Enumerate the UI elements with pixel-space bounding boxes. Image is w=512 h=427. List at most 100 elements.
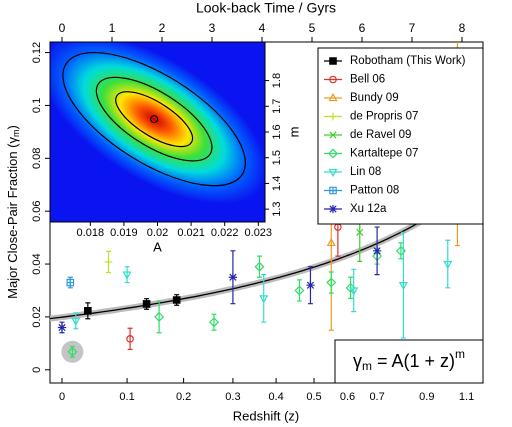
contour [95,76,213,162]
inset-y-tick-label: 1.8 [271,73,283,88]
legend-marker [329,57,337,65]
marker [126,335,134,343]
error-bar [124,266,130,284]
legend-label: Lin 08 [350,166,381,178]
legend-frame [317,47,484,225]
formula-symbol: γ [353,351,362,371]
x-tick-label: 0.7 [369,391,384,403]
inset-x-title: A [153,239,162,254]
marker [154,311,165,322]
x-tick-label: 0.6 [340,391,355,403]
formula-rhs: = A(1 + z) [372,351,455,371]
best-fit [150,115,159,124]
legend-label: de Ravel 09 [350,129,411,141]
marker [356,228,364,236]
y-axis-title-close: ) [5,125,20,129]
marker [326,237,336,247]
marker [259,295,269,304]
x-tick-label: 0.2 [176,391,191,403]
legend-label: Xu 12a [350,203,387,215]
legend-marker [329,75,337,84]
legend-marker [327,148,339,159]
marker [306,281,315,290]
formula-sup: m [455,347,465,361]
inset-y-tick-label: 1.7 [271,99,283,114]
y-axis-title: Major Close-Pair Fraction (γm) [5,125,21,299]
x2-tick-label: 8 [459,21,466,35]
error-bar [400,231,406,339]
marker [142,300,151,308]
contour [62,51,246,187]
y-tick-label: 0.02 [31,306,43,327]
inset-x-tick-label: 0.022 [211,227,239,239]
x-axis-title: Redshift (z) [233,408,299,423]
legend-marker [329,186,337,195]
x-tick-label: 0.9 [419,391,434,403]
y-tick-label: 0.12 [31,42,43,63]
x-tick-label: 0.5 [306,391,321,403]
inset-x-tick-label: 0.019 [110,227,138,239]
marker [334,223,342,231]
y-tick-label: 0.06 [31,200,43,221]
y-axis-title-text: Major Close-Pair Fraction (γ [5,137,20,299]
legend-marker [329,112,337,121]
error-bar [296,279,302,302]
marker [208,317,219,328]
y-tick-label: 0 [31,367,43,373]
marker [398,282,408,291]
marker [228,273,238,282]
error-bar [73,312,79,330]
error-bar [445,239,451,289]
y-tick-label: 0.04 [31,253,43,274]
marker [57,323,67,332]
y-axis-title-sub: m [11,130,21,138]
marker [67,346,78,357]
inset-x-tick-label: 0.023 [245,227,273,239]
inset-x-tick-label: 0.02 [147,227,168,239]
y-tick-label: 0.08 [31,148,43,169]
x-tick-label: 0.3 [225,391,240,403]
inset-y-tick-label: 1.3 [271,201,283,216]
marker [104,258,113,266]
inset-y-tick-label: 1.6 [271,124,283,139]
formula-frame [334,339,484,384]
formula: γm = A(1 + z)m [353,347,465,373]
marker [66,278,75,287]
x-tick-label: 0.4 [268,391,283,403]
heatmap [50,42,265,204]
inset-y-title: m [286,127,301,138]
error-bar [156,300,162,334]
formula-sub: m [362,359,372,373]
inset-y-tick-label: 1.4 [271,176,283,191]
error-bar [398,242,404,260]
inset-x-tick-label: 0.018 [77,227,105,239]
marker [254,261,265,272]
y-tick-label: 0.1 [31,98,43,113]
legend-marker [328,92,338,102]
legend-label: Bell 06 [350,74,385,86]
x-tick-label: 0 [59,391,65,403]
x2-tick-label: 6 [359,21,366,35]
legend-marker [328,168,338,178]
legend-label: Kartaltepe 07 [350,148,418,160]
legend-label: de Propris 07 [350,111,418,123]
legend-marker [329,131,337,139]
legend-marker [328,204,338,214]
x-tick-label: 0.1 [119,391,134,403]
x2-tick-label: 1 [109,21,116,35]
marker [372,246,382,255]
marker [326,277,337,288]
contour [115,91,194,148]
x2-tick-label: 2 [159,21,166,35]
legend-label: Patton 08 [350,185,399,197]
error-bar [351,268,357,313]
marker [84,307,92,315]
inset-y-tick-label: 1.5 [271,150,283,165]
marker [443,260,453,270]
inset-x-tick-label: 0.021 [177,227,205,239]
x-tick-label: 1.1 [459,391,474,403]
legend-label: Robotham (This Work) [350,55,466,67]
x2-tick-label: 0 [59,21,66,35]
